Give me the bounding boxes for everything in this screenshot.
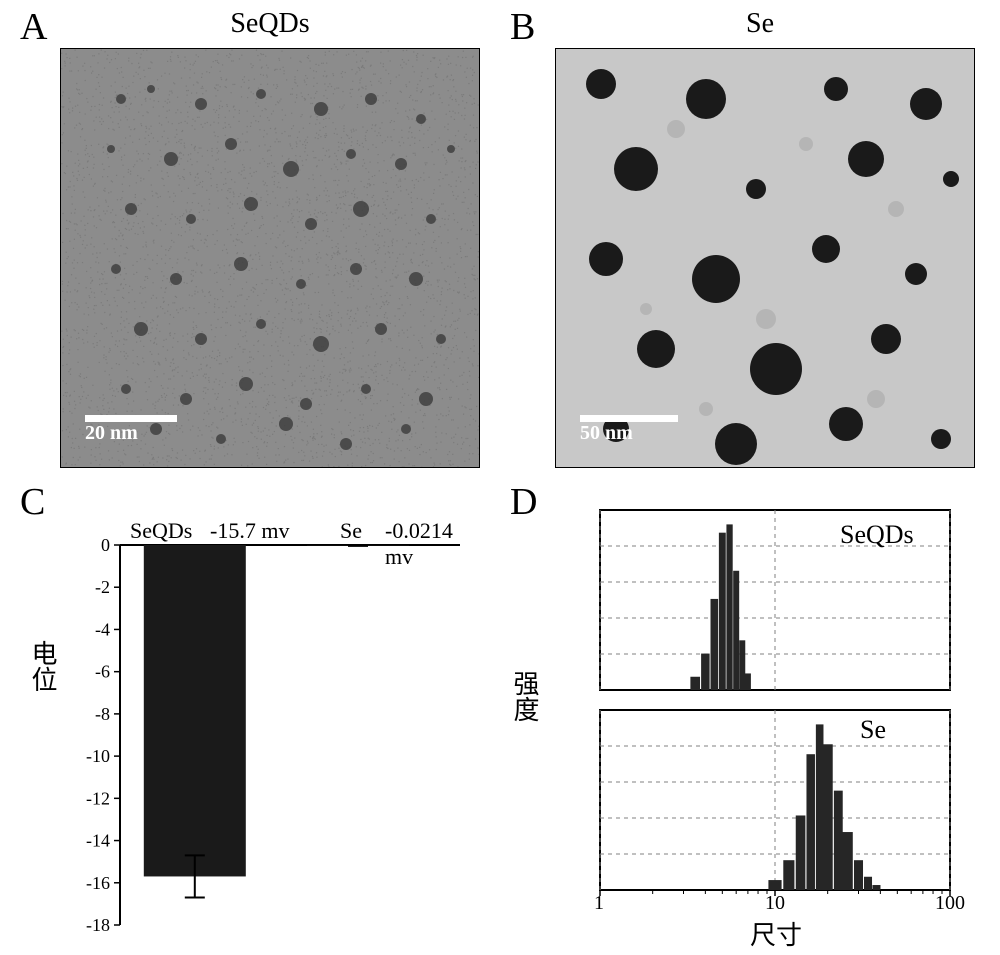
svg-text:-14: -14	[86, 831, 110, 851]
panel-d-ylabel: 强度	[506, 670, 543, 722]
panel-a-scalebar: 20 nm	[85, 415, 177, 445]
svg-text:-4: -4	[95, 619, 110, 639]
panel-c-ylabel: 电位	[24, 640, 61, 692]
panel-b-scale-text: 50 nm	[580, 422, 678, 445]
svg-text:-18: -18	[86, 915, 110, 935]
panel-a-scale-text: 20 nm	[85, 422, 177, 445]
panel-c-letter: C	[20, 480, 45, 524]
svg-text:-12: -12	[86, 788, 110, 808]
panel-d-sub2-label: Se	[860, 715, 886, 745]
panel-b-letter: B	[510, 5, 535, 49]
svg-text:-6: -6	[95, 662, 110, 682]
svg-text:-10: -10	[86, 746, 110, 766]
panel-a-title: SeQDs	[210, 8, 330, 40]
panel-b-scalebar: 50 nm	[580, 415, 678, 445]
panel-d-xtick-10: 10	[765, 892, 785, 915]
svg-text:-2: -2	[95, 577, 110, 597]
svg-text:0: 0	[101, 535, 110, 555]
svg-text:-8: -8	[95, 704, 110, 724]
panel-b-image	[555, 48, 975, 468]
panel-a-image	[60, 48, 480, 468]
panel-d-letter: D	[510, 480, 537, 524]
panel-a-letter: A	[20, 5, 47, 49]
panel-b-title: Se	[720, 8, 800, 40]
panel-d-xlabel: 尺寸	[750, 915, 802, 952]
svg-text:-16: -16	[86, 873, 110, 893]
panel-d-xtick-1: 1	[594, 892, 604, 915]
panel-c-chart: 电位 SeQDs -15.7 mv Se -0.0214 mv 0-2-4-6-…	[70, 500, 470, 940]
panel-d-chart: 强度 尺寸 SeQDs Se 1 10 100	[550, 490, 980, 940]
panel-d-sub1-label: SeQDs	[840, 520, 914, 550]
panel-d-xtick-100: 100	[935, 892, 965, 915]
